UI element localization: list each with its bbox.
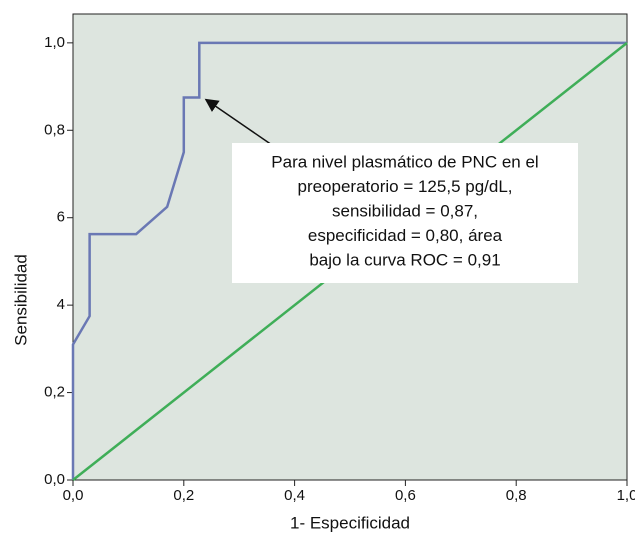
annotation-text: especificidad = 0,80, área [308, 226, 503, 245]
series-line [71, 41, 627, 480]
y-tick-label: 0,2 [44, 384, 65, 401]
x-tick-label: 0,8 [506, 487, 527, 504]
x-tick-label: 0,6 [395, 487, 416, 504]
x-axis-label: 1- Especificidad [290, 513, 410, 532]
y-axis-label: Sensibilidad [11, 254, 30, 346]
annotation-text: sensibilidad = 0,87, [332, 201, 478, 220]
y-tick-label: 4 [57, 296, 65, 313]
y-tick-label: 6 [57, 209, 65, 226]
x-tick-label: 1,0 [617, 487, 635, 504]
y-tick-label: 0,0 [44, 471, 65, 488]
annotation-text: preoperatorio = 125,5 pg/dL, [297, 177, 512, 196]
annotation-text: bajo la curva ROC = 0,91 [309, 250, 500, 269]
y-tick-label: 1,0 [44, 34, 65, 51]
annotation-arrow [204, 98, 273, 146]
x-tick-label: 0,4 [284, 487, 305, 504]
x-tick-label: 0,2 [173, 487, 194, 504]
x-tick-label: 0,0 [63, 487, 84, 504]
annotation-text: Para nivel plasmático de PNC en el [271, 152, 538, 171]
y-tick-label: 0,8 [44, 121, 65, 138]
annotation-box [232, 143, 578, 283]
